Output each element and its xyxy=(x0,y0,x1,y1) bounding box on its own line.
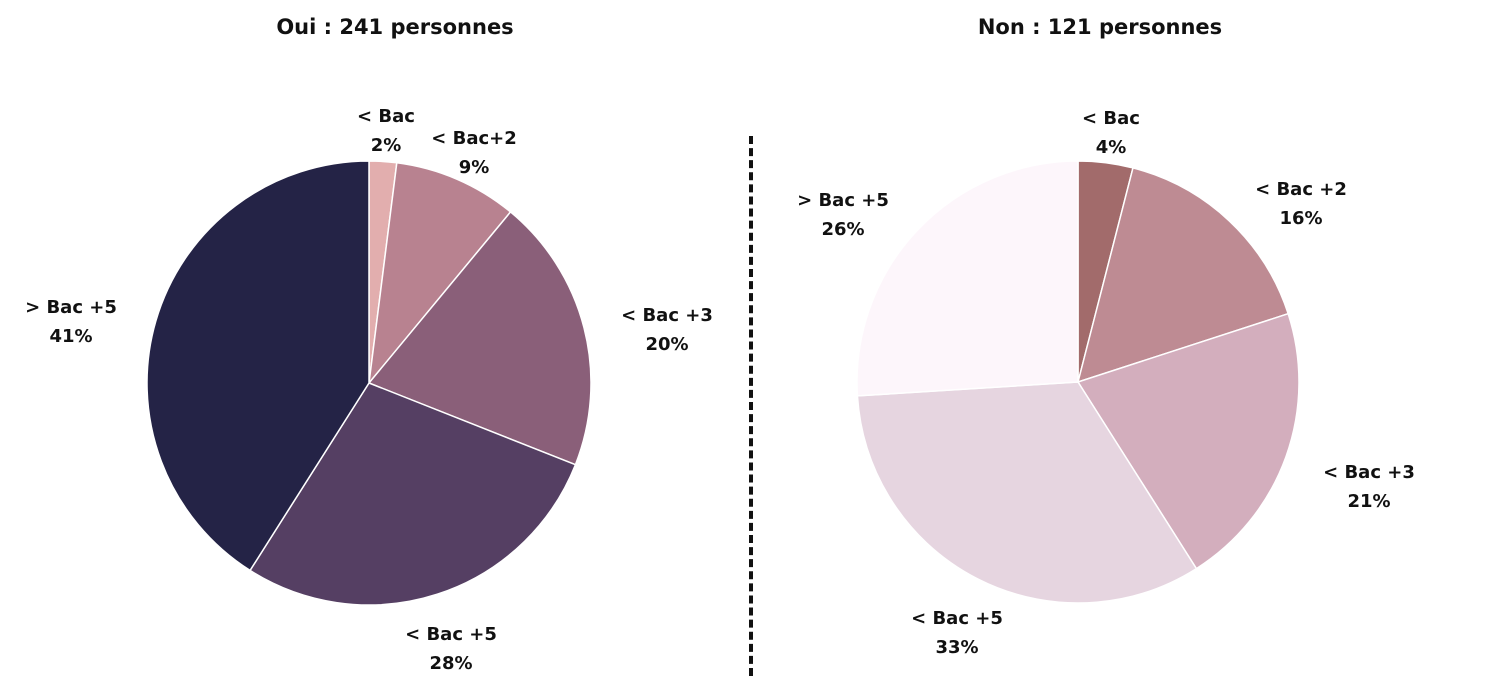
slice-category-label: < Bac xyxy=(357,106,415,127)
slice-category-label: < Bac +3 xyxy=(621,305,713,326)
slice-percent-label: 16% xyxy=(1279,208,1323,229)
pie-non-slice-5 xyxy=(856,160,1079,397)
pie-non-slice-label-1: < Bac 4% xyxy=(1082,104,1140,162)
slice-percent-label: 41% xyxy=(49,326,93,347)
slice-category-label: < Bac xyxy=(1082,108,1140,129)
pie-oui-slice-label-2: < Bac+2 9% xyxy=(431,124,517,182)
slice-percent-label: 9% xyxy=(458,157,490,178)
slice-category-label: > Bac +5 xyxy=(797,190,889,211)
pie-oui-slice-2 xyxy=(367,161,512,386)
pie-non-slice-label-2: < Bac +2 16% xyxy=(1255,175,1347,233)
pie-oui-slice-label-3: < Bac +3 20% xyxy=(621,301,713,359)
pie-non-title: Non : 121 personnes xyxy=(977,15,1223,39)
pie-non-slice-4 xyxy=(856,381,1198,604)
pie-non-slice-2 xyxy=(1076,167,1290,384)
pie-oui-slice-4 xyxy=(249,382,577,606)
pie-non-slice-3 xyxy=(1076,312,1300,570)
pie-oui-slice-label-1: < Bac 2% xyxy=(357,102,415,160)
pie-oui-slice-5 xyxy=(146,160,370,572)
dashed-divider xyxy=(749,136,753,676)
slice-category-label: < Bac +3 xyxy=(1323,462,1415,483)
pie-oui-slice-label-4: < Bac +5 28% xyxy=(405,620,497,678)
slice-percent-label: 26% xyxy=(821,219,865,240)
pie-oui-title: Oui : 241 personnes xyxy=(276,15,514,39)
pie-non-slice-label-3: < Bac +3 21% xyxy=(1323,458,1415,516)
slice-percent-label: 2% xyxy=(370,135,402,156)
pie-oui-slice-label-5: > Bac +5 41% xyxy=(25,293,117,351)
slice-percent-label: 33% xyxy=(935,637,979,658)
pie-oui-slice-3 xyxy=(367,210,592,466)
slice-percent-label: 21% xyxy=(1347,491,1391,512)
slice-category-label: < Bac +5 xyxy=(405,624,497,645)
slice-category-label: > Bac +5 xyxy=(25,297,117,318)
slice-percent-label: 28% xyxy=(429,653,473,674)
slice-category-label: < Bac +5 xyxy=(911,608,1003,629)
slice-percent-label: 20% xyxy=(645,334,689,355)
slice-percent-label: 4% xyxy=(1095,137,1127,158)
pie-non-slice-label-4: < Bac +5 33% xyxy=(911,604,1003,662)
pie-non-slice-label-5: > Bac +5 26% xyxy=(797,186,889,244)
slice-category-label: < Bac+2 xyxy=(431,128,517,149)
slice-category-label: < Bac +2 xyxy=(1255,179,1347,200)
